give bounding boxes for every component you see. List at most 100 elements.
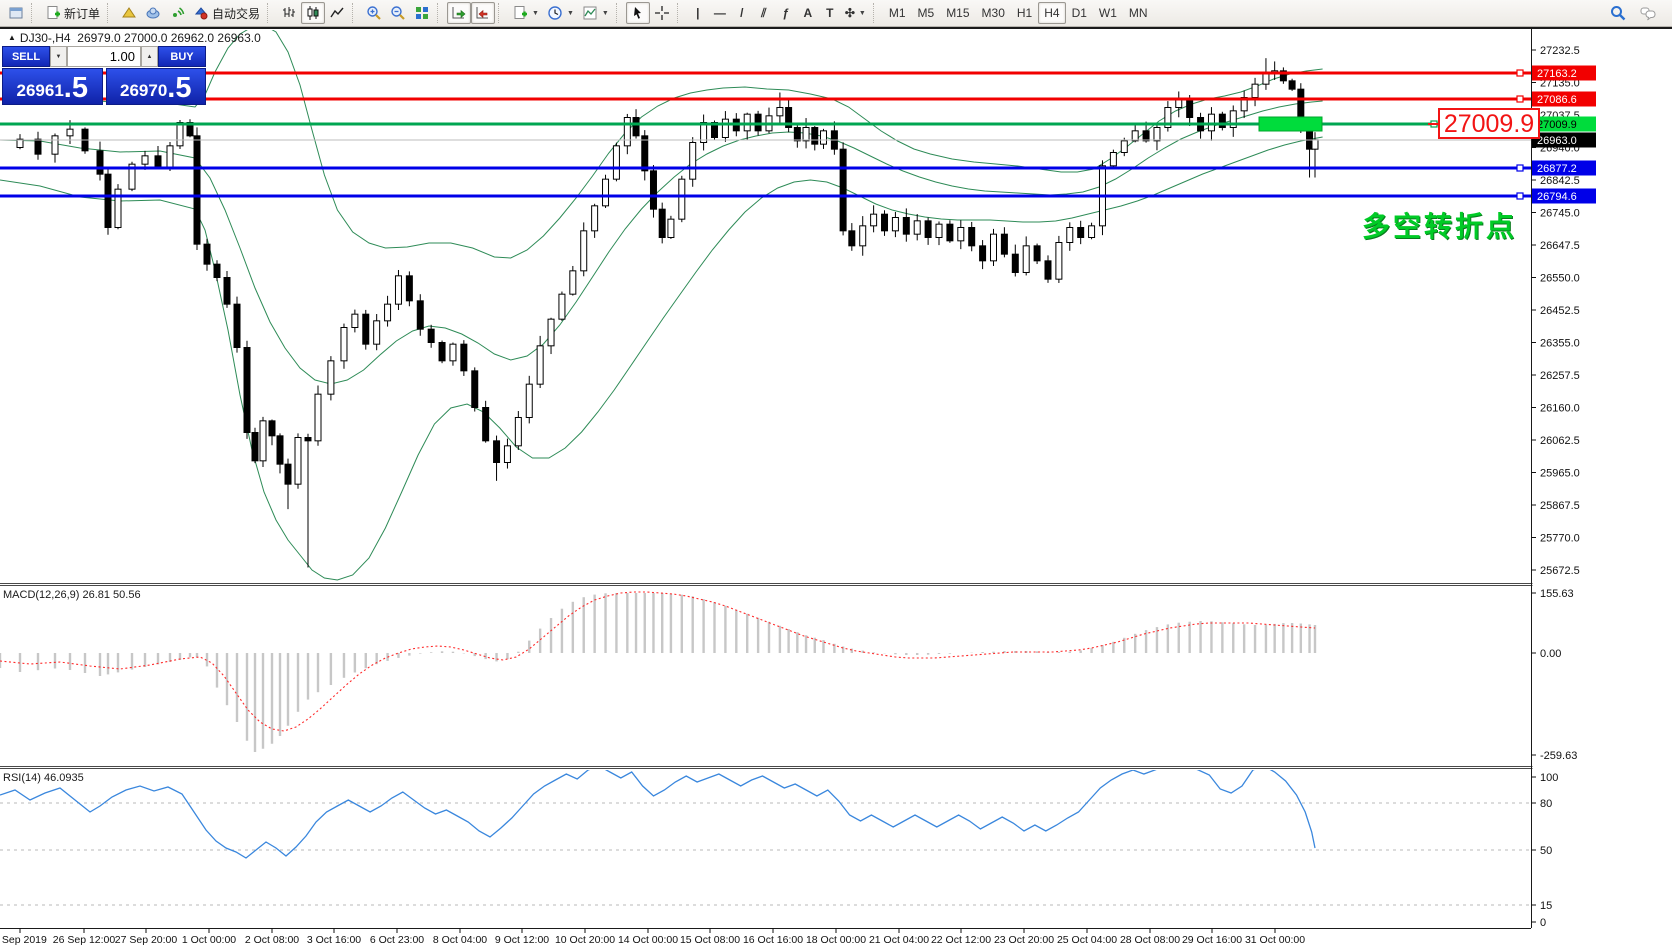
vertical-line-button[interactable]: |	[687, 2, 709, 24]
tf-w1[interactable]: W1	[1093, 2, 1123, 24]
line-handle[interactable]	[1516, 95, 1524, 103]
candle-body	[839, 148, 847, 232]
price-annotation-label[interactable]: 27009.9	[1438, 108, 1540, 139]
turning-zone-rect[interactable]	[1258, 116, 1323, 132]
line-chart-button[interactable]	[325, 2, 349, 24]
robot-glyph	[194, 7, 208, 20]
candle-body	[536, 345, 544, 385]
bars-glyph	[283, 7, 296, 17]
candle-body	[989, 233, 997, 262]
indicators-button[interactable]: ▼	[508, 2, 543, 24]
candle-body	[870, 213, 878, 227]
linechart-glyph	[330, 7, 344, 18]
cursor-button[interactable]	[625, 2, 650, 24]
new-order-button[interactable]: 新订单	[41, 2, 104, 24]
tf-h1[interactable]: H1	[1011, 2, 1038, 24]
candle-body	[203, 243, 211, 265]
tf-d1-label: D1	[1071, 6, 1087, 20]
candle-body	[66, 128, 74, 137]
periods-button[interactable]: ▼	[543, 2, 578, 24]
candle-body	[104, 173, 112, 229]
one-click-quotes: 26961.5 26970.5	[2, 68, 206, 105]
tile-windows-button[interactable]	[410, 2, 434, 24]
line-handle[interactable]	[1516, 192, 1524, 200]
macd-signal-line	[0, 591, 1316, 732]
volume-decrease-button[interactable]: ▼	[50, 46, 67, 67]
price-tick-label: 25770.0	[1540, 533, 1580, 545]
buy-quote-pip: .5	[167, 72, 192, 104]
tf-m15[interactable]: M15	[940, 2, 975, 24]
candle-body	[802, 127, 810, 142]
market-watch-button[interactable]	[117, 2, 141, 24]
candlestick-button[interactable]	[301, 2, 326, 24]
candle-body	[304, 437, 312, 442]
chart-selector-arrow[interactable]: ▲	[8, 33, 16, 42]
tf-m30[interactable]: M30	[976, 2, 1011, 24]
text-label-button-icon: T	[826, 6, 834, 20]
price-badge	[1532, 91, 1596, 107]
trendline-button[interactable]: /	[731, 2, 753, 24]
candle-body	[276, 435, 284, 465]
dropdown-caret-icon: ▼	[601, 9, 609, 17]
cursor-glyph	[633, 7, 641, 19]
line-handle[interactable]	[1516, 69, 1524, 77]
zoom-out-button[interactable]	[386, 2, 410, 24]
window-menu-button[interactable]	[4, 2, 28, 24]
buy-quote[interactable]: 26970.5	[105, 68, 206, 105]
chart-shift-button[interactable]	[471, 2, 496, 24]
dropdown-caret-icon: ▼	[532, 9, 539, 17]
crosshair-glyph	[654, 6, 669, 20]
auto-scroll-button[interactable]	[447, 2, 472, 24]
templates-button[interactable]: ▼	[578, 2, 613, 24]
price-tick-label: 26647.5	[1540, 240, 1580, 252]
candle-body	[1066, 227, 1074, 243]
search-button[interactable]	[1606, 2, 1630, 24]
arrows-button-icon: ✣	[844, 6, 855, 20]
candle-body	[1311, 139, 1319, 150]
candles-glyph	[307, 6, 319, 20]
tf-m15-label: M15	[946, 6, 970, 20]
text-label-button[interactable]: T	[819, 2, 841, 24]
zoom-in-button[interactable]	[362, 2, 386, 24]
candle-body	[416, 300, 424, 330]
sell-quote[interactable]: 26961.5	[2, 68, 103, 105]
signals-button[interactable]	[165, 2, 189, 24]
zoom-in-glyph	[367, 6, 381, 20]
autotrading-button[interactable]: 自动交易	[189, 2, 264, 24]
turning-point-note[interactable]: 多空转折点	[1362, 211, 1518, 242]
tf-h4[interactable]: H4	[1038, 2, 1066, 24]
buy-button[interactable]: BUY	[158, 46, 206, 67]
arrows-button[interactable]: ✣ ▼	[841, 2, 870, 24]
symbol-period: DJ30-,H4	[19, 31, 71, 45]
tf-mn[interactable]: MN	[1123, 2, 1154, 24]
price-tick-label: 26257.5	[1540, 370, 1580, 382]
time-axis-label: 2 Oct 08:00	[245, 934, 299, 946]
volume-input[interactable]	[67, 46, 141, 67]
time-axis-label: 21 Oct 04:00	[869, 934, 929, 946]
crosshair-button[interactable]	[650, 2, 674, 24]
candle-body	[438, 342, 446, 362]
tf-d1[interactable]: D1	[1066, 2, 1093, 24]
tf-m1[interactable]: M1	[883, 2, 912, 24]
text-button[interactable]: A	[797, 2, 819, 24]
bar-chart-button[interactable]	[277, 2, 301, 24]
toolbar-separator	[107, 3, 113, 23]
price-tick-label: 26550.0	[1540, 273, 1580, 285]
one-click-top-row: SELL ▼ ▲ BUY	[2, 46, 206, 67]
window-border	[0, 27, 1672, 29]
data-window-button[interactable]	[141, 2, 165, 24]
equidistant-channel-button[interactable]: ⫽	[753, 2, 775, 24]
sell-button[interactable]: SELL	[2, 46, 50, 67]
candle-body	[848, 230, 856, 247]
chat-button[interactable]	[1636, 2, 1660, 24]
fibonacci-button[interactable]: ƒ	[775, 2, 797, 24]
price-tick-label: 26062.5	[1540, 435, 1580, 447]
candle-body	[284, 463, 292, 485]
horizontal-line-button[interactable]: —	[709, 2, 731, 24]
volume-increase-button[interactable]: ▲	[141, 46, 158, 67]
line-handle[interactable]	[1516, 164, 1524, 172]
tf-m5[interactable]: M5	[912, 2, 941, 24]
time-axis-label: 8 Oct 04:00	[433, 934, 487, 946]
candle-body	[649, 170, 657, 210]
